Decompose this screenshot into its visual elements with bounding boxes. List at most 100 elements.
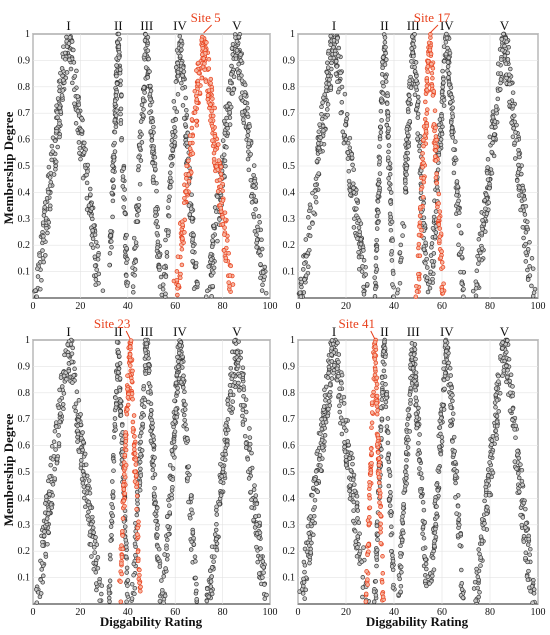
class-I-point	[360, 594, 365, 600]
class-V-point	[489, 149, 494, 155]
class-I-point	[347, 135, 353, 141]
class-II-point	[386, 483, 392, 489]
class-IV-point	[453, 495, 458, 500]
class-I-point	[329, 60, 334, 66]
class-III-point	[134, 212, 140, 218]
class-V-point	[209, 565, 215, 570]
site-point	[430, 76, 435, 81]
site-point	[135, 532, 140, 537]
class-I-point	[313, 194, 318, 200]
site-point	[421, 176, 427, 181]
site-point	[186, 179, 192, 184]
class-II-point	[113, 389, 119, 394]
class-V-point	[237, 388, 242, 393]
site-point	[425, 59, 431, 64]
class-V-point	[256, 535, 262, 540]
y-tick-label: 0.8	[18, 82, 31, 93]
class-III-point	[155, 532, 160, 538]
class-V-point	[507, 81, 512, 87]
class-I-point	[84, 195, 90, 201]
site-point	[199, 52, 205, 57]
class-V-point	[210, 233, 216, 239]
class-I-point	[337, 386, 342, 392]
class-II-point	[110, 505, 116, 510]
site-point	[376, 480, 382, 486]
class-II-point	[387, 469, 392, 474]
class-V-point	[515, 170, 521, 175]
class-V-point	[526, 568, 531, 574]
class-V-point	[513, 423, 519, 429]
class-V-point	[247, 124, 252, 129]
class-III-point	[407, 429, 412, 434]
class-III-point	[399, 517, 405, 523]
class-V-point	[228, 365, 234, 371]
site-point	[430, 93, 436, 98]
class-I-point	[307, 247, 312, 253]
class-V-point	[514, 122, 519, 128]
class-III-point	[139, 426, 144, 431]
class-III-point	[138, 439, 144, 445]
class-IV-point	[457, 543, 463, 548]
site-point	[212, 105, 217, 111]
class-I-point	[352, 528, 358, 534]
class-V-point	[506, 357, 512, 362]
class-II-point	[106, 587, 112, 593]
class-III-point	[402, 487, 408, 493]
class-III-point	[139, 448, 145, 453]
site-point	[440, 264, 446, 270]
class-I-point	[92, 263, 98, 269]
class-III-point	[151, 124, 156, 130]
class-V-point	[222, 118, 227, 124]
class-IV-point	[181, 69, 187, 74]
class-I-point	[81, 439, 86, 445]
class-IV-point	[450, 439, 455, 444]
class-IV-point	[178, 379, 184, 385]
class-IV-point	[428, 269, 433, 275]
class-I-point	[302, 569, 307, 575]
class-V-point	[483, 206, 488, 211]
class-I-point	[312, 504, 317, 510]
class-V-point	[523, 203, 529, 209]
class-II-point	[125, 578, 131, 583]
class-I-point	[335, 35, 340, 41]
class-IV-point	[190, 249, 195, 254]
y-tick-label: 0.7	[18, 414, 31, 425]
class-I-point	[350, 493, 356, 498]
class-I-point	[46, 190, 51, 195]
class-III-point	[142, 363, 148, 368]
class-V-point	[521, 500, 527, 506]
class-III-point	[420, 500, 426, 505]
class-III-point	[154, 526, 160, 531]
site-point	[414, 289, 420, 294]
class-V-point	[500, 373, 505, 378]
class-IV-point	[170, 485, 175, 490]
class-I-point	[97, 579, 102, 585]
site-point	[123, 462, 129, 468]
site-point	[130, 419, 136, 425]
site-point	[187, 140, 193, 146]
site-point	[122, 503, 127, 509]
class-III-point	[422, 520, 428, 525]
class-I-point	[356, 249, 361, 255]
class-III-point	[148, 412, 154, 417]
class-I-point	[62, 352, 67, 358]
class-II-point	[124, 273, 129, 278]
class-V-point	[254, 232, 259, 238]
class-IV-point	[438, 127, 443, 133]
class-IV-point	[189, 507, 194, 512]
class-V-point	[512, 459, 518, 464]
class-I-point	[64, 377, 69, 382]
class-III-point	[145, 389, 151, 395]
y-tick-label: 0.3	[18, 520, 31, 531]
class-V-point	[510, 384, 515, 389]
class-I-point	[85, 162, 91, 168]
class-I-point	[74, 68, 79, 74]
class-III-point	[418, 489, 423, 494]
class-II-point	[380, 55, 386, 60]
x-tick-label: 20	[75, 301, 85, 312]
site-point	[135, 558, 141, 564]
class-I-point	[99, 591, 104, 597]
y-tick-label: 0.9	[283, 55, 296, 66]
class-V-point	[223, 163, 228, 169]
class-II-point	[113, 113, 119, 118]
